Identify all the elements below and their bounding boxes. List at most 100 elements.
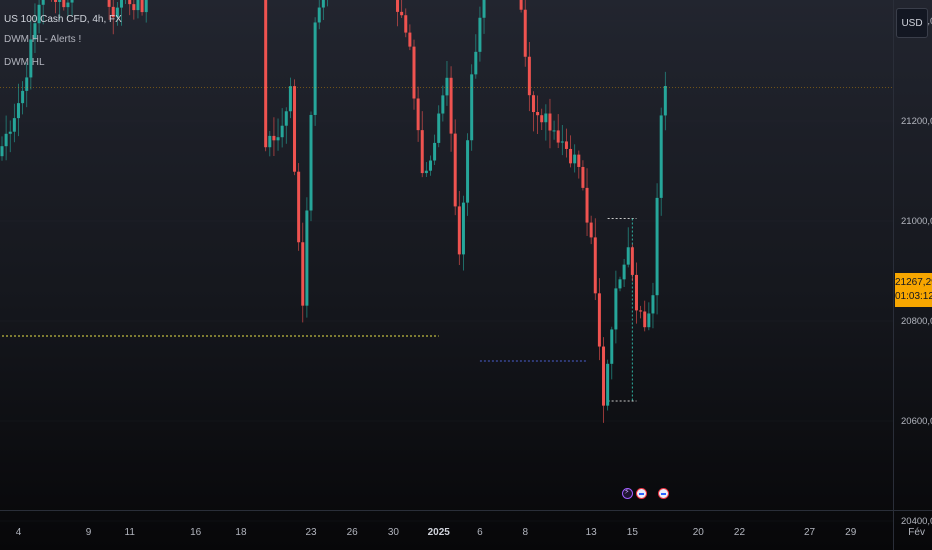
candle	[268, 130, 272, 157]
time-tick-label: 20	[693, 527, 705, 538]
candle-body	[618, 279, 622, 289]
candle-body	[531, 95, 535, 113]
currency-button[interactable]: USD	[896, 8, 928, 38]
candle	[321, 0, 325, 21]
candle	[424, 162, 428, 178]
candle-body	[412, 46, 416, 99]
candle-body	[4, 133, 8, 147]
candle	[630, 244, 634, 282]
candle	[62, 0, 66, 11]
candle-body	[556, 130, 560, 143]
candle	[433, 134, 437, 165]
time-tick-label: Fév	[908, 527, 925, 538]
candle	[610, 326, 614, 380]
price-tick-label: 20400,00	[901, 516, 932, 527]
candle	[288, 77, 292, 119]
candle	[111, 0, 115, 35]
candle	[284, 107, 288, 144]
candle-body	[317, 7, 321, 23]
candle	[280, 108, 284, 148]
candle	[309, 111, 313, 222]
time-tick-label: 16	[190, 527, 202, 538]
candle	[589, 215, 593, 245]
candle-body	[449, 77, 453, 134]
candle	[8, 120, 12, 153]
candle	[136, 0, 140, 19]
price-tick-label: 21000,00	[901, 216, 932, 227]
candle-body	[54, 0, 58, 2]
candle-body	[428, 160, 432, 171]
candle	[408, 24, 412, 51]
candle	[51, 0, 52, 2]
indicator-label-dwm-hl[interactable]: DWM HL	[4, 57, 45, 68]
candles-layer	[0, 0, 667, 423]
candle-body	[115, 7, 119, 18]
candle	[581, 160, 585, 191]
candle-body	[560, 141, 564, 143]
candle	[66, 0, 70, 18]
candle	[639, 305, 643, 319]
candle-body	[408, 32, 412, 47]
bar-countdown: 01:03:12	[895, 291, 932, 302]
candle-body	[268, 135, 272, 148]
current-price-value: 21267,29	[895, 277, 932, 288]
candle	[461, 195, 465, 271]
candle-body	[140, 0, 144, 13]
candle	[264, 0, 268, 152]
candle-body	[461, 202, 465, 255]
indicator-label-alerts[interactable]: DWM HL- Alerts !	[4, 34, 82, 45]
candle-body	[305, 210, 309, 306]
candle	[564, 128, 568, 158]
time-tick-label: 29	[845, 527, 857, 538]
candle-body	[622, 264, 626, 280]
time-axis[interactable]: 4 9 11 16 18 23 26 30 2025 6 8 13 15 20 22 27 29 Fév	[16, 527, 925, 538]
candle-body	[527, 56, 531, 96]
candle	[396, 0, 400, 27]
candle-body	[445, 77, 449, 96]
candle	[144, 0, 148, 23]
candle-body	[144, 0, 148, 13]
candle	[125, 0, 126, 4]
candle-body	[552, 130, 556, 132]
time-tick-label: 23	[305, 527, 317, 538]
candle-body	[111, 6, 115, 18]
candle	[317, 0, 321, 30]
candle	[540, 108, 544, 131]
candle-body	[606, 363, 610, 406]
candle	[29, 20, 33, 90]
candle	[523, 0, 527, 67]
candle	[651, 282, 655, 329]
lightning-event-icon[interactable]	[622, 487, 633, 499]
candle	[0, 136, 4, 161]
candle	[634, 262, 638, 324]
us-flag-event-icon[interactable]	[658, 488, 669, 499]
price-tick-label: 21200,00	[901, 116, 932, 127]
current-price-badge: 21267,29 01:03:12	[895, 273, 932, 307]
candle	[132, 0, 136, 20]
us-flag-event-icon[interactable]	[636, 488, 647, 499]
candle-body	[66, 2, 70, 8]
candle-body	[416, 98, 420, 131]
candle	[4, 115, 8, 161]
symbol-title[interactable]: US 100 Cash CFD, 4h, FX	[4, 14, 122, 25]
candle	[556, 114, 560, 149]
time-tick-label: 15	[627, 527, 639, 538]
candle-body	[280, 125, 284, 138]
candle	[25, 62, 29, 108]
candle-body	[128, 0, 132, 5]
candle	[276, 118, 280, 151]
price-axis[interactable]: 20400,00 20600,00 20800,00 21000,00 21200,00…	[901, 0, 932, 527]
candle-body	[301, 242, 305, 306]
candle	[41, 0, 45, 25]
candle-body	[276, 137, 280, 141]
price-tick-label: 20800,00	[901, 316, 932, 327]
candle	[445, 60, 449, 106]
candle-body	[519, 0, 523, 10]
candle-body	[639, 310, 643, 312]
candle-body	[25, 77, 29, 91]
candle	[597, 278, 601, 361]
candle	[441, 85, 445, 122]
candle-body	[107, 0, 111, 7]
candle-body	[0, 146, 4, 157]
